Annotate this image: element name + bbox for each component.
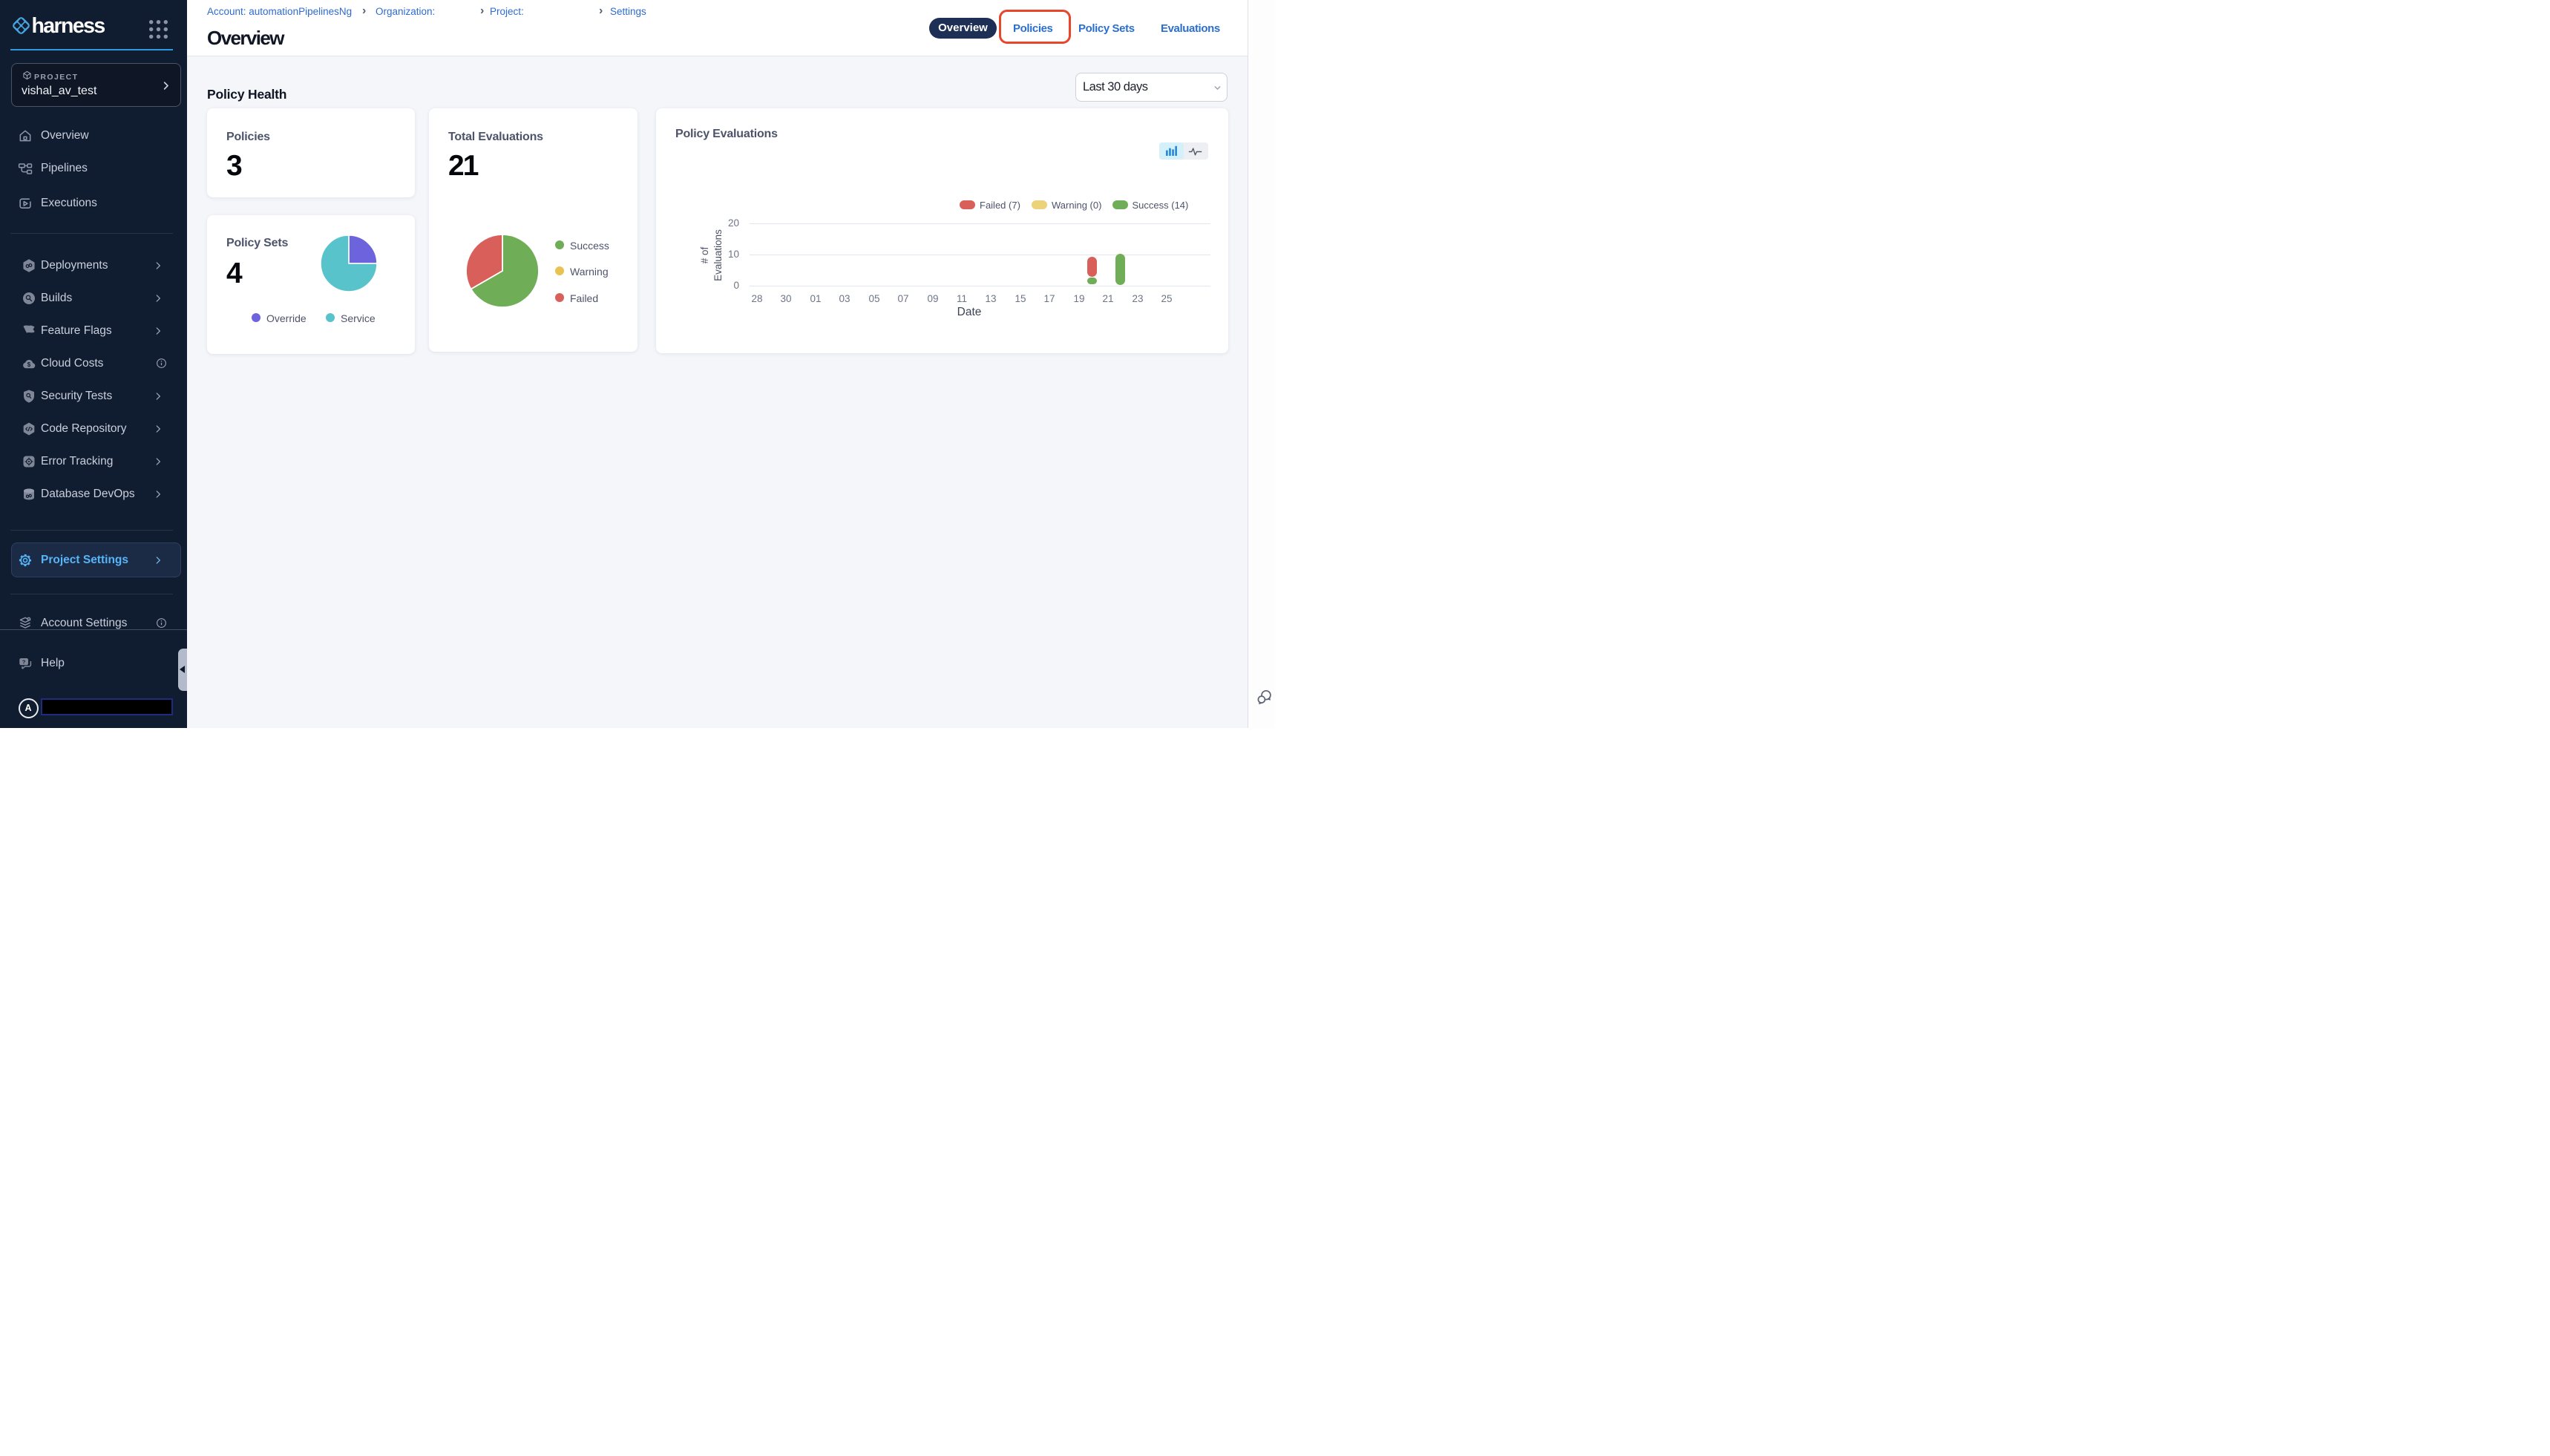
svg-text:?: ? (22, 658, 26, 665)
svg-text:$: $ (27, 361, 30, 368)
